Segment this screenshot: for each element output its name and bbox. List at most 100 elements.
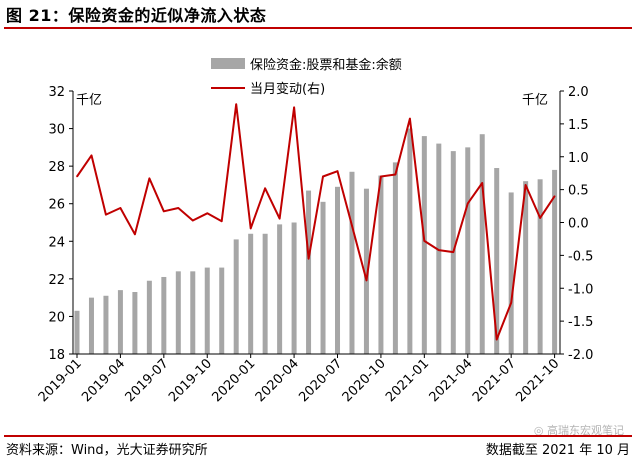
bar-2019-05 bbox=[132, 292, 138, 354]
line-point-2021-07 bbox=[510, 301, 512, 304]
y-left-tick-label: 18 bbox=[48, 348, 65, 363]
line-point-2021-09 bbox=[539, 217, 541, 219]
wechat-icon: ◎ bbox=[533, 424, 544, 437]
bar-2020-05 bbox=[306, 190, 312, 354]
line-point-2019-01 bbox=[76, 175, 78, 178]
bar-2020-06 bbox=[320, 201, 326, 354]
bar-2019-04 bbox=[117, 290, 123, 354]
x-tick-label: 2021-10 bbox=[513, 356, 562, 405]
line-point-2020-11 bbox=[394, 173, 397, 176]
line-point-2019-04 bbox=[119, 207, 122, 209]
x-tick-label: 2021-07 bbox=[470, 356, 519, 405]
data-date-note: 数据截至 2021 年 10 月 bbox=[485, 443, 630, 458]
y-right-tick-label: -1.0 bbox=[568, 282, 593, 297]
bar-2020-01 bbox=[248, 233, 254, 354]
line-point-2020-09 bbox=[365, 279, 368, 282]
line-point-2021-10 bbox=[553, 195, 556, 197]
bar-2021-02 bbox=[436, 143, 442, 354]
line-point-2020-05 bbox=[307, 257, 310, 260]
bar-2019-03 bbox=[103, 295, 109, 354]
line-point-2020-06 bbox=[322, 175, 324, 178]
line-point-2019-05 bbox=[134, 233, 136, 236]
watermark: ◎ 高瑞东宏观笔记 bbox=[534, 422, 624, 438]
y-right-tick-label: 0.5 bbox=[568, 184, 589, 199]
y-right-tick-label: -2.0 bbox=[568, 348, 593, 363]
bar-2019-06 bbox=[146, 280, 152, 354]
bar-2020-02 bbox=[262, 233, 268, 354]
y-left-tick-label: 28 bbox=[48, 160, 65, 175]
line-point-2020-07 bbox=[336, 170, 339, 173]
x-tick-label: 2021-04 bbox=[427, 356, 476, 405]
line-point-2019-06 bbox=[148, 177, 151, 180]
y-right-tick-label: 2.0 bbox=[568, 85, 589, 100]
x-tick-label: 2021-01 bbox=[383, 356, 432, 405]
y-right-tick-label: 1.0 bbox=[568, 151, 589, 166]
bar-2021-06 bbox=[494, 168, 500, 354]
line-point-2019-07 bbox=[163, 210, 165, 213]
y-left-tick-label: 30 bbox=[48, 123, 65, 138]
line-point-2019-08 bbox=[177, 207, 180, 209]
bar-2019-12 bbox=[233, 239, 239, 354]
bar-2019-02 bbox=[88, 297, 94, 354]
source-note: 资料来源：Wind，光大证券研究所 bbox=[6, 443, 208, 458]
line-point-2021-08 bbox=[524, 184, 527, 186]
x-tick-label: 2019-07 bbox=[123, 356, 172, 405]
line-point-2020-03 bbox=[278, 217, 281, 220]
bar-2020-11 bbox=[392, 162, 398, 354]
x-tick-label: 2020-01 bbox=[209, 356, 258, 405]
x-tick-label: 2020-10 bbox=[340, 356, 389, 405]
line-point-2021-05 bbox=[481, 182, 484, 184]
line-point-2020-08 bbox=[351, 224, 353, 227]
line-point-2020-12 bbox=[409, 117, 411, 120]
axes bbox=[69, 90, 564, 358]
watermark-text: 高瑞东宏观笔记 bbox=[547, 424, 624, 437]
line-point-2021-02 bbox=[438, 249, 440, 251]
legend: 保险资金:股票和基金:余额 当月变动(右) bbox=[211, 57, 402, 97]
bar-series bbox=[74, 128, 558, 354]
chart-title: 图 21：保险资金的近似净流入状态 bbox=[6, 6, 267, 25]
line-series bbox=[76, 103, 556, 341]
line-point-2021-06 bbox=[495, 338, 498, 341]
y-right-unit-label: 千亿 bbox=[522, 93, 548, 108]
bar-2021-08 bbox=[523, 181, 529, 354]
line-point-2021-01 bbox=[423, 240, 426, 242]
bar-2021-07 bbox=[508, 192, 514, 354]
legend-line-label: 当月变动(右) bbox=[250, 81, 325, 97]
bar-2021-10 bbox=[552, 169, 558, 354]
x-tick-label: 2019-01 bbox=[36, 356, 85, 405]
y-right-tick-label: -1.5 bbox=[568, 315, 593, 330]
bar-2019-07 bbox=[161, 276, 167, 354]
y-right-tick-label: 1.5 bbox=[568, 118, 589, 133]
line-point-2020-04 bbox=[293, 106, 295, 109]
x-tick-label: 2019-04 bbox=[79, 356, 128, 405]
bar-2021-01 bbox=[421, 136, 427, 354]
line-point-2021-03 bbox=[452, 251, 455, 253]
line-point-2020-10 bbox=[380, 175, 382, 178]
y-right-tick-label: -0.5 bbox=[568, 249, 593, 264]
bar-2020-08 bbox=[349, 171, 355, 354]
bar-2019-11 bbox=[219, 267, 225, 354]
line-point-2019-12 bbox=[235, 103, 237, 105]
bar-2021-04 bbox=[465, 147, 471, 354]
y-left-tick-label: 32 bbox=[48, 85, 65, 100]
title-divider bbox=[4, 27, 632, 29]
bar-2020-10 bbox=[378, 175, 384, 354]
line-point-2019-09 bbox=[191, 219, 194, 222]
line-point-2019-11 bbox=[220, 220, 223, 222]
bar-2021-09 bbox=[537, 179, 543, 354]
bar-2019-10 bbox=[204, 267, 210, 354]
x-tick-label: 2020-04 bbox=[253, 356, 302, 405]
bar-2020-12 bbox=[407, 128, 413, 354]
bar-2020-04 bbox=[291, 222, 297, 354]
y-left-tick-label: 26 bbox=[48, 198, 65, 213]
x-tick-label: 2020-07 bbox=[296, 356, 345, 405]
y-left-unit-label: 千亿 bbox=[76, 93, 102, 108]
footer-divider bbox=[4, 435, 632, 437]
y-left-tick-label: 20 bbox=[48, 310, 65, 325]
line-point-2021-04 bbox=[466, 202, 469, 205]
bar-2019-09 bbox=[190, 271, 196, 354]
line-point-2020-01 bbox=[249, 227, 252, 230]
line-point-2019-10 bbox=[206, 212, 209, 215]
bar-2019-01 bbox=[74, 310, 80, 354]
